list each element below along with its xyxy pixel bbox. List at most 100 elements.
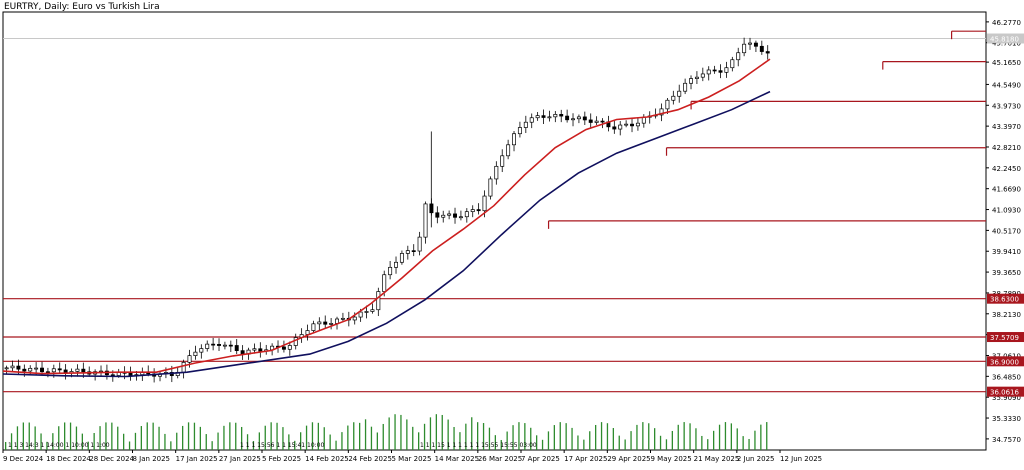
volume-bar [52,433,54,450]
volume-bar [471,417,473,450]
volume-bar [630,431,632,450]
candle-body [234,345,239,351]
volume-time-label: 1 1 1 15:56 1 1 15:41 10:00 [240,442,324,449]
volume-bar [347,425,349,450]
y-tick-label: 39.3650 [992,269,1021,277]
volume-bar [724,422,727,450]
volume-bar [707,439,709,450]
candle-body [181,361,186,373]
candle-body [630,123,634,127]
volume-bar [423,423,426,450]
x-tick-label: 5 Mar 2025 [392,455,432,463]
candle-body [16,365,21,370]
candle-body [22,368,27,372]
y-tick-label: 34.7570 [992,436,1021,444]
candle-body [529,117,534,123]
x-tick-label: 27 Jan 2025 [219,455,261,463]
candle-body [665,99,670,110]
candle-body [753,42,758,47]
candle-body [494,165,499,180]
fast-moving-average-line [2,58,771,375]
volume-bar [689,423,691,450]
candle-body [199,348,204,353]
volume-bar [618,435,620,450]
volume-bar [730,423,732,450]
candle-body [588,119,593,123]
candle-body [677,90,682,97]
candle-body [618,124,623,130]
candle-body [488,178,493,197]
candle-body [205,343,210,349]
volume-bar [305,425,308,450]
volume-bar [518,422,520,450]
volume-bar [400,414,402,450]
volume-bar [235,422,237,450]
candle-body [718,70,723,73]
candle-body [311,323,316,331]
candle-body [559,114,564,117]
volume-bar [164,433,166,450]
volume-bar [606,423,609,450]
candle-body [689,78,693,84]
volume-bar [217,432,219,450]
candle-body [57,368,62,371]
candle-body [476,209,481,212]
candle-body [458,216,463,219]
volume-bar [559,422,561,450]
volume-bar [311,422,314,450]
volume-bar [683,422,685,450]
volume-bar [258,432,260,450]
volume-bar [589,431,591,450]
volume-bar [695,428,697,450]
volume-bar [465,423,467,450]
candle-body [441,214,446,218]
volume-bar [187,422,190,450]
candle-body [706,69,711,75]
x-tick-label: 24 Feb 2025 [348,455,392,463]
candle-body [382,274,387,292]
candle-body [712,69,717,72]
level-label-box [987,386,1024,397]
candle-body [10,365,15,369]
volume-bar [323,427,325,450]
candle-body [541,115,546,118]
volume-bar [477,422,479,450]
candle-body [576,116,581,120]
candle-body [258,348,263,352]
volume-bar [406,419,408,450]
y-tick-label: 40.5170 [992,227,1021,235]
volume-bar [264,425,266,450]
candle-body [659,108,664,116]
volume-bar [176,432,178,450]
volume-bar [211,441,213,450]
candle-body [748,42,752,45]
volume-bar [16,426,19,450]
chart-title: EURTRY, Daily: Euro vs Turkish Lira [4,2,160,12]
candle-body [765,51,770,54]
candle-body [405,250,410,254]
candle-body [736,52,741,61]
volume-bar [205,434,207,450]
volume-bar [600,422,603,450]
volume-bar [571,427,573,450]
volume-bar [353,422,355,450]
candle-body [683,82,688,92]
candle-body [4,367,9,370]
level-label: 38.6300 [990,296,1019,304]
candle-body [500,155,505,167]
volume-bar [246,434,249,450]
volume-bar [536,435,538,450]
level-label-box [987,293,1024,304]
candle-body [28,367,33,372]
volume-bar [140,426,142,450]
candle-body [453,213,457,218]
volume-bar [494,435,496,450]
volume-bar [624,439,626,450]
volume-bar [453,427,455,450]
level-label-box [987,356,1024,367]
volume-bar [636,424,638,450]
volume-bar [459,432,461,450]
volume-bar [595,424,597,450]
candle-body [759,45,764,52]
